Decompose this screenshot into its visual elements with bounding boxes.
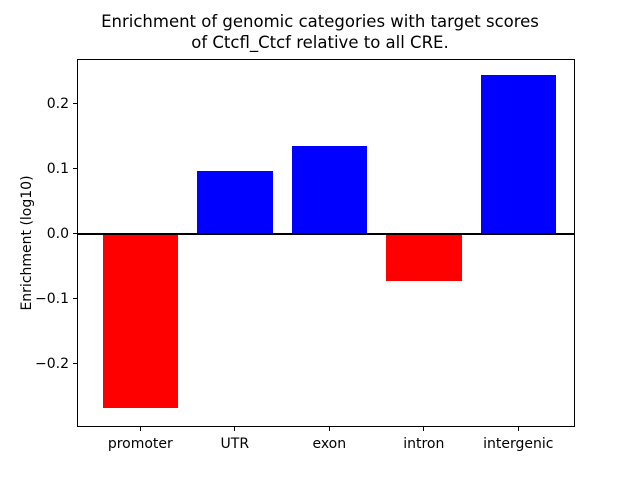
x-tick-mark (517, 427, 519, 431)
bar-intergenic (480, 75, 557, 234)
chart-title: Enrichment of genomic categories with ta… (101, 12, 539, 52)
y-tick-label: −0.1 (35, 290, 69, 307)
zero-line (77, 232, 575, 235)
x-tick-label-intron: intron (403, 436, 445, 452)
y-tick-label: 0.1 (46, 160, 69, 177)
bar-promoter (102, 233, 179, 409)
y-tick-mark (73, 168, 77, 170)
x-tick-label-UTR: UTR (220, 436, 250, 452)
plot-area (77, 59, 575, 427)
bar-exon (291, 146, 368, 234)
y-tick-mark (73, 363, 77, 365)
y-tick-mark (73, 103, 77, 105)
x-tick-mark (139, 427, 141, 431)
x-tick-label-promoter: promoter (107, 436, 173, 452)
bar-intron (386, 233, 462, 281)
x-tick-mark (234, 427, 236, 431)
x-tick-mark (423, 427, 425, 431)
x-tick-label-intergenic: intergenic (483, 436, 554, 452)
x-tick-mark (328, 427, 330, 431)
y-tick-label: 0.0 (46, 225, 69, 242)
bar-UTR (197, 170, 273, 234)
y-tick-label: 0.2 (46, 95, 69, 112)
y-tick-mark (73, 298, 77, 300)
y-tick-mark (73, 233, 77, 235)
y-tick-label: −0.2 (35, 355, 69, 372)
x-tick-label-exon: exon (312, 436, 347, 452)
